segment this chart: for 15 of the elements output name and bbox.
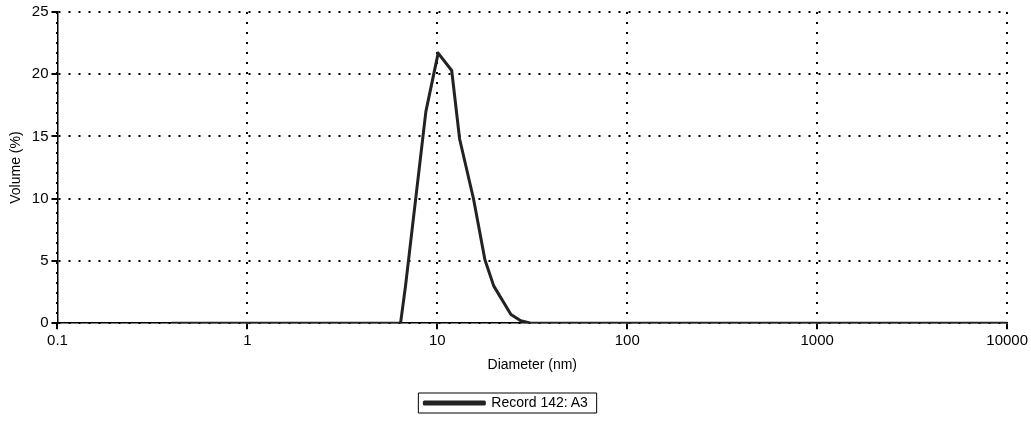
x-tick-label: 100 <box>614 331 640 349</box>
y-tick-label: 10 <box>31 188 49 206</box>
x-axis-title: Diameter (nm) <box>487 356 578 373</box>
y-tick-label: 15 <box>31 126 49 144</box>
x-tick-label: 1 <box>243 331 252 349</box>
y-axis-title: Volume (%) <box>7 131 24 204</box>
y-tick-label: 25 <box>31 2 49 20</box>
y-tick-label: 5 <box>40 251 49 269</box>
x-tick-label: 10 <box>429 331 446 349</box>
x-tick-label: 10000 <box>986 331 1028 349</box>
y-tick-label: 20 <box>31 64 49 82</box>
y-tick-label: 0 <box>40 313 49 331</box>
x-tick-label: 0.1 <box>47 331 68 349</box>
legend-label: Record 142: A3 <box>491 393 589 410</box>
x-tick-label: 1000 <box>800 331 834 349</box>
